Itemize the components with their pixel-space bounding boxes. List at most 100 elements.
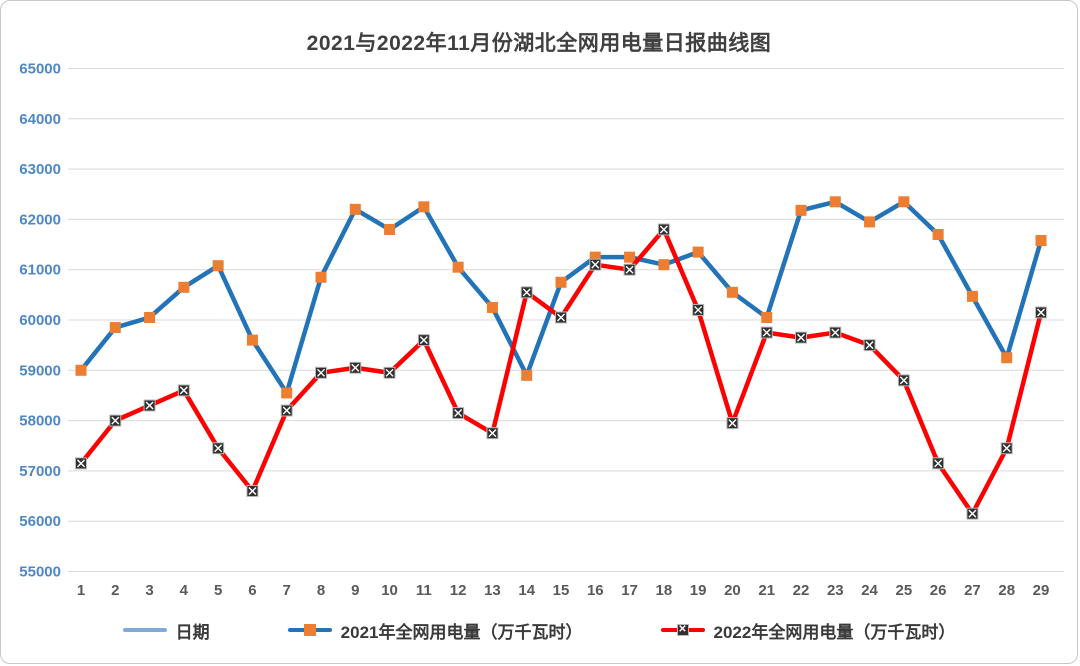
x-tick-label: 14 bbox=[518, 582, 535, 599]
series-2022-marker-x bbox=[351, 363, 360, 372]
x-tick-label: 28 bbox=[998, 582, 1015, 599]
series-2022-marker-x bbox=[797, 333, 805, 342]
series-2022-marker-x bbox=[145, 401, 154, 410]
legend: 日期 2021年全网用电量（万千瓦时） ✕ 2022年全网用电量（万千瓦时） bbox=[1, 609, 1077, 651]
series-2021-marker bbox=[864, 216, 876, 228]
y-tick-label: 59000 bbox=[19, 362, 61, 379]
x-tick-label: 9 bbox=[351, 582, 359, 599]
series-2022-marker-x bbox=[248, 487, 257, 496]
series-2022-line-marker-icon: ✕ bbox=[660, 624, 705, 636]
x-tick-label: 12 bbox=[450, 582, 467, 599]
series-2022-marker-x bbox=[762, 328, 771, 337]
x-tick-label: 19 bbox=[690, 582, 707, 599]
x-tick-label: 4 bbox=[180, 582, 189, 599]
series-2021-marker bbox=[349, 203, 361, 215]
series-2022-marker-x bbox=[214, 444, 223, 453]
series-2022-marker-x bbox=[728, 419, 737, 428]
series-2021-marker bbox=[555, 276, 567, 288]
y-tick-label: 62000 bbox=[19, 211, 61, 228]
series-2021-marker bbox=[966, 290, 978, 302]
series-2022-marker-x bbox=[557, 313, 565, 322]
x-tick-label: 1 bbox=[77, 582, 85, 599]
series-2021-marker bbox=[246, 334, 258, 346]
legend-label-date: 日期 bbox=[175, 622, 210, 642]
series-2021-marker bbox=[795, 204, 807, 216]
x-tick-label: 18 bbox=[656, 582, 673, 599]
legend-item-date: 日期 bbox=[122, 618, 210, 643]
y-tick-label: 60000 bbox=[19, 312, 61, 329]
series-2022-marker-x bbox=[385, 368, 394, 377]
series-2021-marker bbox=[761, 311, 773, 323]
x-square-marker-icon: ✕ bbox=[676, 624, 689, 636]
series-2021-marker bbox=[589, 251, 601, 263]
x-tick-label: 20 bbox=[724, 582, 741, 599]
series-2022-marker-x bbox=[454, 409, 463, 418]
series-2022-marker-x bbox=[1037, 308, 1045, 317]
series-2022-marker-x bbox=[899, 376, 908, 385]
x-tick-label: 10 bbox=[381, 582, 398, 599]
series-2022-marker-x bbox=[865, 341, 874, 350]
x-tick-label: 21 bbox=[758, 582, 775, 599]
series-2022-marker-x bbox=[317, 368, 325, 377]
series-2021-marker bbox=[109, 322, 121, 334]
x-tick-label: 23 bbox=[827, 582, 844, 599]
series-2022-marker-x bbox=[419, 336, 428, 345]
legend-item-2022: ✕ 2022年全网用电量（万千瓦时） bbox=[660, 618, 956, 643]
y-tick-label: 58000 bbox=[19, 413, 61, 430]
series-2022-marker-x bbox=[625, 265, 634, 274]
series-2021-marker bbox=[829, 196, 841, 208]
legend-label-2021: 2021年全网用电量（万千瓦时） bbox=[340, 622, 583, 642]
series-2021-marker bbox=[658, 259, 670, 271]
x-tick-label: 8 bbox=[317, 582, 325, 599]
series-2022-marker-x bbox=[694, 305, 703, 314]
series-2022-marker-x bbox=[488, 429, 497, 438]
series-2021-marker bbox=[521, 369, 533, 381]
series-2022-marker-x bbox=[831, 328, 840, 337]
series-2022-marker-x bbox=[111, 416, 120, 425]
x-tick-label: 5 bbox=[214, 582, 222, 599]
x-tick-label: 16 bbox=[587, 582, 604, 599]
series-2021-marker bbox=[75, 364, 87, 376]
x-tick-label: 3 bbox=[145, 582, 153, 599]
chart-title: 2021与2022年11月份湖北全网用电量日报曲线图 bbox=[306, 32, 772, 55]
y-tick-label: 56000 bbox=[19, 513, 61, 530]
series-2022-marker-x bbox=[591, 260, 600, 269]
x-tick-label: 7 bbox=[283, 582, 291, 599]
series-2022-marker-x bbox=[179, 386, 188, 395]
series-2021-marker bbox=[212, 260, 224, 272]
y-tick-label: 55000 bbox=[19, 564, 61, 581]
date-line-icon bbox=[122, 624, 167, 636]
series-2021-marker bbox=[624, 251, 636, 263]
legend-item-2021: 2021年全网用电量（万千瓦时） bbox=[287, 618, 583, 643]
series-2022-marker-x bbox=[77, 459, 85, 468]
series-2021-marker bbox=[178, 281, 190, 293]
x-tick-label: 17 bbox=[621, 582, 638, 599]
x-tick-label: 27 bbox=[964, 582, 981, 599]
series-2022-marker-x bbox=[659, 225, 668, 234]
y-tick-label: 61000 bbox=[19, 262, 61, 279]
series-2022-marker-x bbox=[282, 406, 291, 415]
series-2021-marker bbox=[898, 196, 910, 208]
series-2022-marker-x bbox=[934, 459, 943, 468]
x-tick-label: 26 bbox=[930, 582, 947, 599]
series-2021-marker bbox=[452, 261, 464, 273]
y-tick-label: 65000 bbox=[19, 61, 61, 78]
y-tick-label: 57000 bbox=[19, 463, 61, 480]
y-tick-label: 64000 bbox=[19, 111, 61, 128]
series-2021-marker bbox=[692, 246, 704, 258]
series-2021-marker bbox=[384, 223, 396, 235]
series-2022-marker-x bbox=[522, 288, 531, 297]
series-2021-marker bbox=[486, 301, 498, 313]
x-tick-label: 22 bbox=[793, 582, 810, 599]
x-tick-label: 25 bbox=[896, 582, 913, 599]
legend-label-2022: 2022年全网用电量（万千瓦时） bbox=[713, 622, 956, 642]
series-2021-marker bbox=[932, 228, 944, 240]
series-2021-marker bbox=[281, 387, 293, 399]
series-2021-line bbox=[78, 199, 1044, 396]
series-2021-marker bbox=[1001, 352, 1013, 364]
x-tick-label: 15 bbox=[553, 582, 570, 599]
series-2022-marker-x bbox=[1002, 444, 1011, 453]
series-2021-marker bbox=[418, 201, 430, 213]
x-tick-label: 2 bbox=[111, 582, 119, 599]
